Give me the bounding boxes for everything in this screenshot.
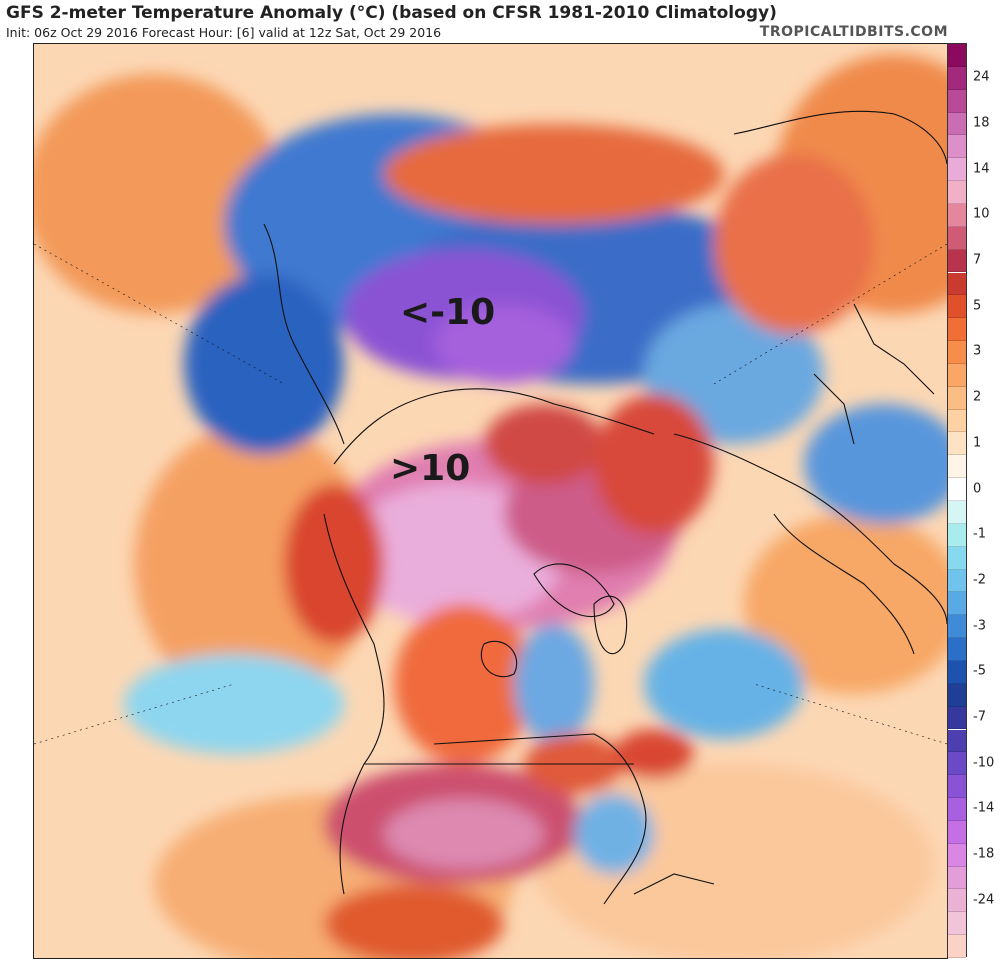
warm-anomaly-label: >10	[390, 448, 471, 489]
colorbar-segment	[948, 89, 966, 113]
map-title: GFS 2-meter Temperature Anomaly (°C) (ba…	[6, 3, 777, 23]
colorbar-segment	[948, 889, 966, 913]
colorbar-tick-label: -14	[973, 800, 995, 816]
colorbar-segment	[948, 409, 966, 433]
colorbar-segment	[948, 935, 966, 958]
colorbar-segment	[948, 112, 966, 136]
colorbar-segment	[948, 798, 966, 821]
colorbar-segment	[948, 203, 966, 227]
colorbar-segment	[948, 386, 966, 410]
colorbar-segment	[948, 66, 966, 90]
colorbar-segment	[948, 569, 966, 593]
colorbar-segment	[948, 706, 966, 730]
colorbar-segment	[948, 729, 966, 753]
colorbar-tick-label: -3	[973, 618, 986, 634]
colorbar-segment	[948, 546, 966, 570]
colorbar-tick-label: 18	[973, 115, 990, 131]
colorbar-segment	[948, 912, 966, 936]
grid-lines	[34, 243, 947, 745]
map-subtitle: Init: 06z Oct 29 2016 Forecast Hour: [6]…	[6, 25, 442, 40]
colorbar-segment	[948, 363, 966, 387]
colorbar-tick-label: -2	[973, 572, 986, 588]
source-credit: TROPICALTIDBITS.COM	[759, 24, 948, 40]
colorbar-tick-label: -7	[973, 709, 986, 725]
colorbar-tick-label: -24	[973, 892, 995, 908]
colorbar-segment	[948, 478, 966, 501]
colorbar-segment	[948, 44, 966, 67]
colorbar-segment	[948, 318, 966, 342]
colorbar-tick-label: -10	[973, 755, 995, 771]
colorbar-legend	[947, 43, 967, 958]
colorbar-segment	[948, 683, 966, 707]
cold-anomaly-label: <-10	[400, 292, 496, 333]
colorbar-segment	[948, 501, 966, 524]
colorbar-segment	[948, 638, 966, 661]
anomaly-map	[33, 43, 948, 959]
colorbar-tick-label: 0	[973, 481, 982, 497]
colorbar-segment	[948, 341, 966, 364]
coastlines	[263, 110, 947, 905]
colorbar-segment	[948, 295, 966, 319]
colorbar-tick-label: 5	[973, 298, 982, 314]
colorbar-tick-label: 7	[973, 252, 982, 268]
colorbar-segment	[948, 843, 966, 867]
colorbar-segment	[948, 592, 966, 616]
anomaly-field	[34, 54, 947, 958]
colorbar-tick-label: -1	[973, 526, 986, 542]
colorbar-segment	[948, 752, 966, 776]
colorbar-tick-label: 2	[973, 389, 982, 405]
colorbar-segment	[948, 660, 966, 684]
colorbar-segment	[948, 272, 966, 296]
colorbar-segment	[948, 775, 966, 799]
colorbar-tick-label: 24	[973, 69, 990, 85]
colorbar-segment	[948, 523, 966, 547]
colorbar-segment	[948, 455, 966, 479]
colorbar-segment	[948, 820, 966, 844]
colorbar-tick-label: -18	[973, 846, 995, 862]
colorbar-tick-label: 10	[973, 206, 990, 222]
colorbar-segment	[948, 158, 966, 182]
colorbar-segment	[948, 432, 966, 456]
colorbar-segment	[948, 249, 966, 273]
colorbar-segment	[948, 181, 966, 204]
colorbar-tick-label: 14	[973, 161, 990, 177]
colorbar-tick-label: -5	[973, 663, 986, 679]
colorbar-segment	[948, 226, 966, 250]
colorbar-segment	[948, 615, 966, 639]
colorbar-segment	[948, 135, 966, 159]
colorbar-tick-label: 3	[973, 343, 982, 359]
colorbar-segment	[948, 866, 966, 890]
colorbar-tick-label: 1	[973, 435, 982, 451]
